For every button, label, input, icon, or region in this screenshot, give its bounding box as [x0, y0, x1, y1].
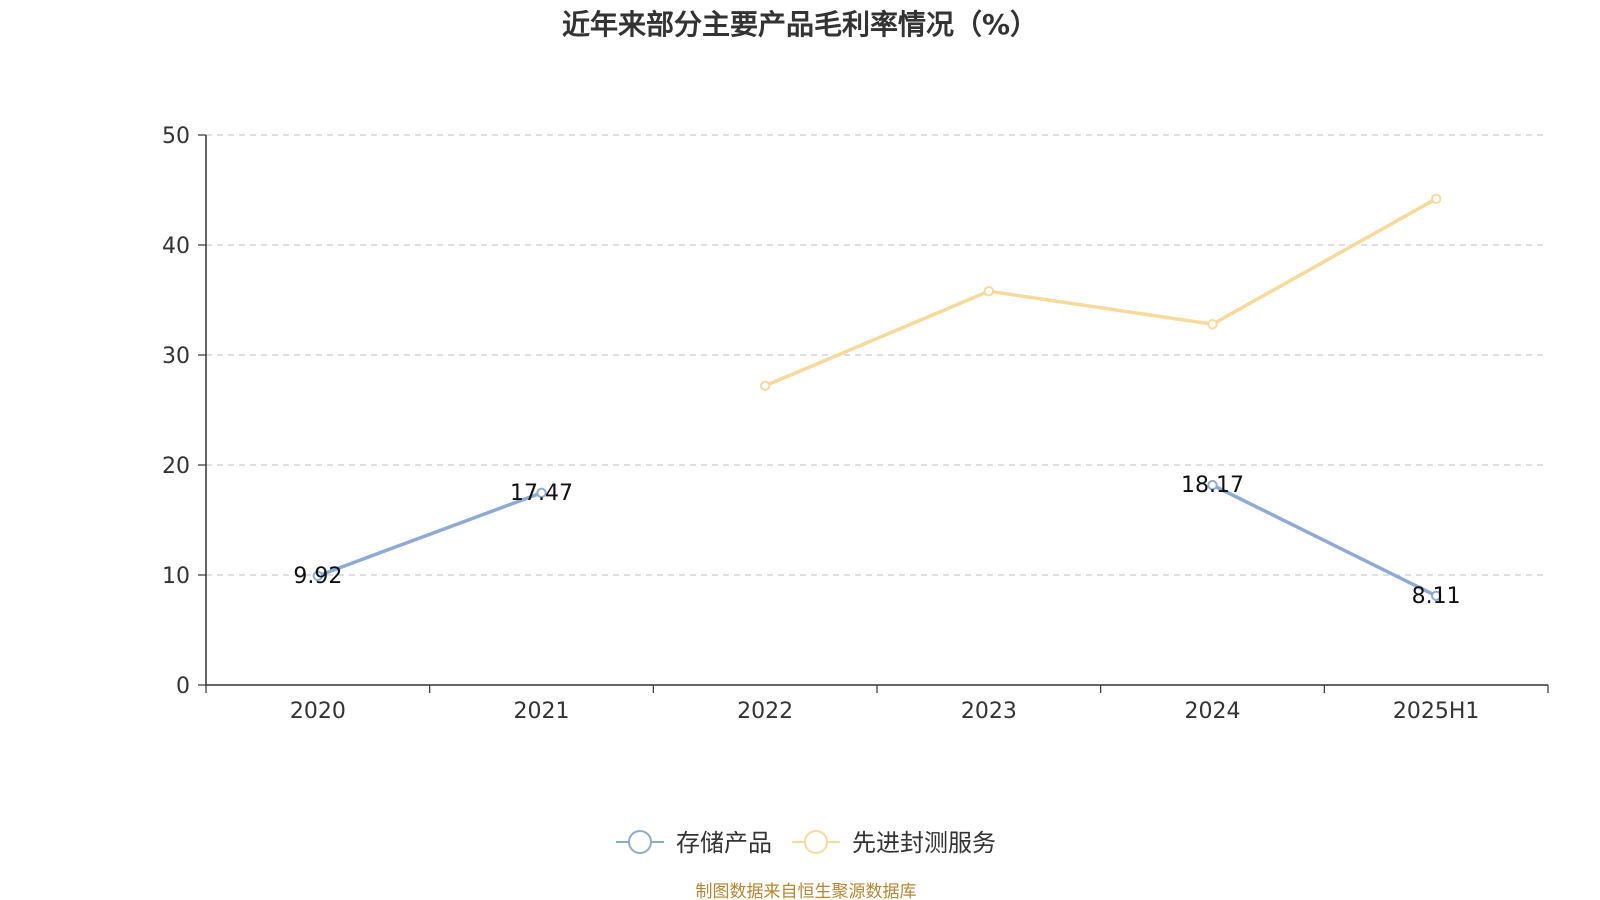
series-marker-1-2024	[1207, 319, 1218, 330]
labels-layer: 9.92 17.47 18.17 8.11	[293, 473, 1460, 609]
data-label-0-2025H1: 8.11	[1412, 584, 1461, 609]
grid-layer	[206, 134, 1548, 576]
series-marker-0-2021	[536, 487, 547, 499]
series-marker-0-2025H1	[1430, 590, 1442, 601]
data-label-0-2020: 9.92	[293, 564, 342, 589]
legend-label-storage-products: 存储产品	[676, 829, 772, 857]
x-tick-label-2022: 2022	[737, 699, 793, 724]
series-marker-0-2020	[312, 570, 324, 582]
legend: 存储产品 先进封测服务	[616, 829, 996, 857]
y-tick-label-0: 0	[176, 674, 190, 699]
y-tick-label-30: 30	[162, 344, 190, 369]
axes-layer: 0 10 20 30 40 50 2020 2021 2022 2023 2024 2025H1	[162, 124, 1549, 724]
data-label-0-2021: 17.47	[510, 481, 573, 506]
data-label-0-2024: 18.17	[1181, 473, 1244, 498]
x-tick-label-2023: 2023	[961, 699, 1017, 724]
y-tick-label-40: 40	[162, 234, 190, 259]
legend-marker-advanced-packaging	[804, 830, 828, 854]
series-line-0-segment-1	[1210, 483, 1438, 598]
legend-item-advanced-packaging: 先进封测服务	[792, 829, 996, 857]
x-tick-label-2020: 2020	[290, 699, 346, 724]
series-marker-1-2022	[759, 380, 771, 391]
series-marker-1-2023	[983, 286, 995, 297]
y-tick-label-10: 10	[162, 564, 190, 589]
series-line-0-segment-0	[316, 491, 544, 578]
legend-marker-storage-products	[628, 830, 652, 854]
x-tick-label-2021: 2021	[514, 699, 570, 724]
legend-item-storage-products: 存储产品	[616, 829, 772, 857]
y-tick-label-50: 50	[162, 124, 190, 149]
x-tick-label-2024: 2024	[1185, 699, 1241, 724]
series-line-1-segment-0	[763, 197, 1438, 388]
legend-label-advanced-packaging: 先进封测服务	[852, 829, 996, 857]
series-marker-0-2024	[1207, 479, 1218, 491]
series-marker-1-2025H1	[1430, 193, 1442, 205]
chart-title: 近年来部分主要产品毛利率情况（%）	[562, 8, 1038, 41]
source-note: 制图数据来自恒生聚源数据库	[696, 882, 917, 900]
x-tick-label-2025H1: 2025H1	[1393, 699, 1480, 724]
y-tick-label-20: 20	[162, 454, 190, 479]
series-layer	[312, 193, 1442, 601]
